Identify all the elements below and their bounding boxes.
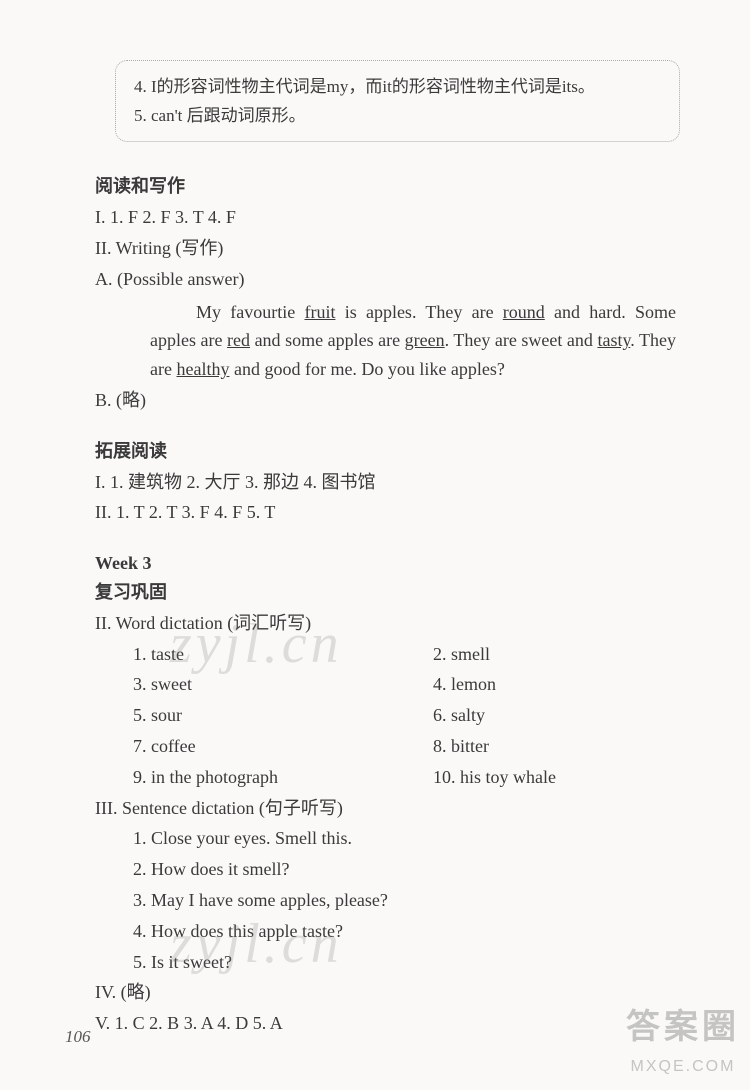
w9: 9. in the photograph: [133, 763, 433, 792]
word-row-4: 7. coffee 8. bitter: [133, 732, 680, 761]
p1c: is apples. They are: [335, 302, 502, 322]
p1i: . They are sweet and: [445, 330, 598, 350]
p1h: green: [405, 330, 445, 350]
s3-III-title: III. Sentence dictation (句子听写): [95, 794, 680, 823]
section2-title: 拓展阅读: [95, 437, 680, 466]
word-row-5: 9. in the photograph 10. his toy whale: [133, 763, 680, 792]
p1f: red: [227, 330, 250, 350]
word-row-2: 3. sweet 4. lemon: [133, 670, 680, 699]
w3: 3. sweet: [133, 670, 433, 699]
sent4: 4. How does this apple taste?: [133, 917, 680, 946]
word-row-3: 5. sour 6. salty: [133, 701, 680, 730]
s3-V: V. 1. C 2. B 3. A 4. D 5. A: [95, 1009, 680, 1038]
s3-IV: IV. (略): [95, 978, 680, 1007]
badge-line2: MXQE.COM: [626, 1054, 740, 1080]
p1m: and good for me. Do you like apples?: [229, 359, 504, 379]
w2: 2. smell: [433, 640, 680, 669]
section1-title: 阅读和写作: [95, 172, 680, 201]
sent1: 1. Close your eyes. Smell this.: [133, 824, 680, 853]
w8: 8. bitter: [433, 732, 680, 761]
w1: 1. taste: [133, 640, 433, 669]
p1d: round: [503, 302, 545, 322]
w4: 4. lemon: [433, 670, 680, 699]
note-box: 4. I的形容词性物主代词是my，而it的形容词性物主代词是its。 5. ca…: [115, 60, 680, 142]
s3-II-title: II. Word dictation (词汇听写): [95, 609, 680, 638]
p1l: healthy: [176, 359, 229, 379]
s2-line1: I. 1. 建筑物 2. 大厅 3. 那边 4. 图书馆: [95, 468, 680, 497]
sent5: 5. Is it sweet?: [133, 948, 680, 977]
w5: 5. sour: [133, 701, 433, 730]
p1g: and some apples are: [250, 330, 405, 350]
note-line-2: 5. can't 后跟动词原形。: [134, 102, 661, 129]
sent3: 3. May I have some apples, please?: [133, 886, 680, 915]
p1a: My favourtie: [196, 302, 304, 322]
s1-line1: I. 1. F 2. F 3. T 4. F: [95, 203, 680, 232]
p1j: tasty: [597, 330, 630, 350]
w7: 7. coffee: [133, 732, 433, 761]
week3-title: Week 3: [95, 549, 680, 578]
s1-line2: II. Writing (写作): [95, 234, 680, 263]
s1-paragraph: My favourtie fruit is apples. They are r…: [150, 298, 680, 384]
s1-line3: A. (Possible answer): [95, 265, 680, 294]
s1-line4: B. (略): [95, 386, 680, 415]
note-line-1: 4. I的形容词性物主代词是my，而it的形容词性物主代词是its。: [134, 73, 661, 100]
p1b: fruit: [304, 302, 335, 322]
w6: 6. salty: [433, 701, 680, 730]
w10: 10. his toy whale: [433, 763, 680, 792]
word-row-1: 1. taste 2. smell: [133, 640, 680, 669]
sent2: 2. How does it smell?: [133, 855, 680, 884]
section3-sub: 复习巩固: [95, 578, 680, 607]
page-number: 106: [65, 1023, 91, 1050]
s2-line2: II. 1. T 2. T 3. F 4. F 5. T: [95, 498, 680, 527]
